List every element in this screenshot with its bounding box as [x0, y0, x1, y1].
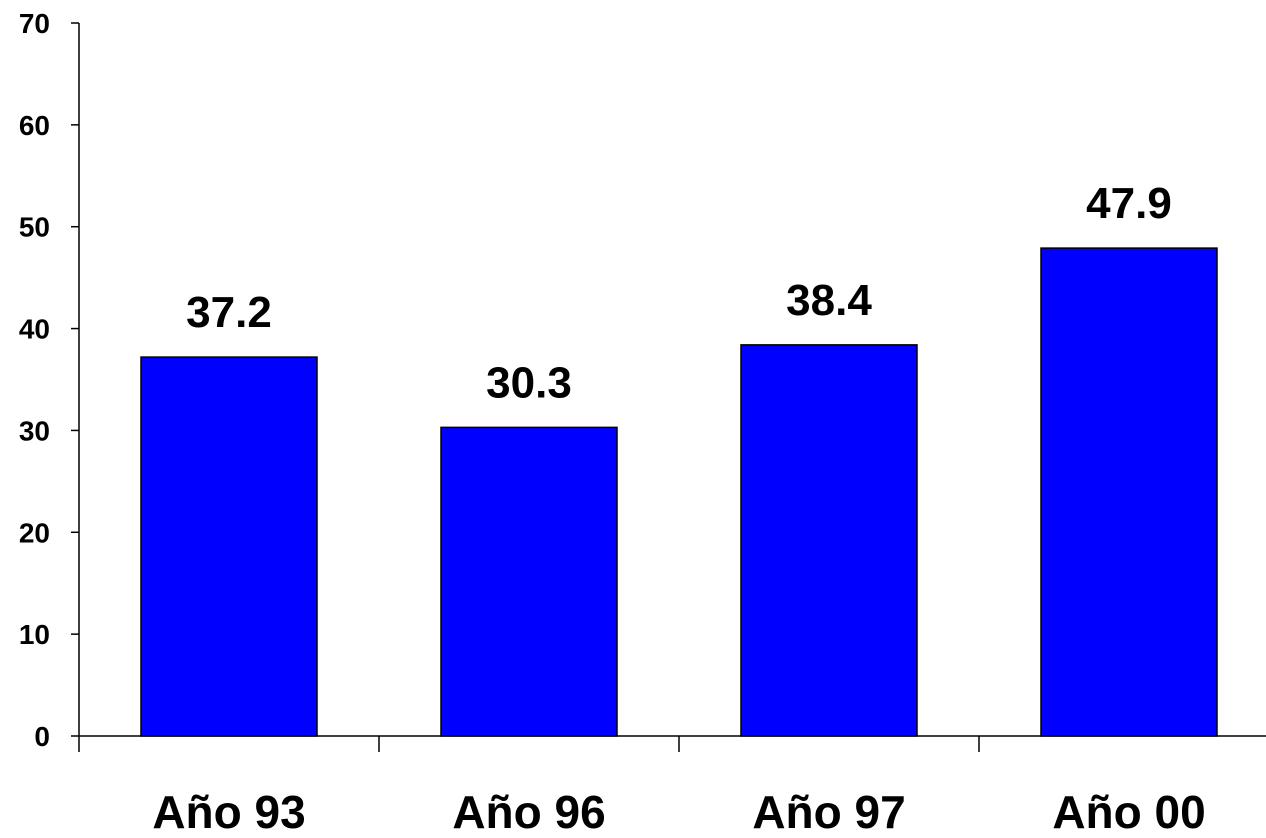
- y-tick-label: 0: [34, 721, 50, 752]
- y-tick-label: 70: [19, 8, 50, 39]
- data-label: 47.9: [1086, 179, 1172, 228]
- bars: [140, 247, 1218, 737]
- x-tick-label: Año 00: [1052, 786, 1205, 833]
- x-tick-label: Año 93: [152, 786, 305, 833]
- data-label: 38.4: [786, 276, 872, 325]
- bar: [1040, 247, 1218, 737]
- data-label: 30.3: [486, 358, 572, 407]
- bar: [140, 356, 318, 737]
- bar: [440, 426, 618, 737]
- y-axis: 0 10 20 30 40 50 60 70: [19, 8, 80, 752]
- data-label: 37.2: [186, 288, 272, 337]
- bar: [740, 344, 918, 737]
- x-axis: Año 93 Año 96 Año 97 Año 00: [78, 735, 1266, 838]
- y-tick-label: 60: [19, 110, 50, 141]
- data-labels: 37.2 30.3 38.4 47.9: [186, 179, 1172, 407]
- y-tick-label: 30: [19, 415, 50, 446]
- x-tick-label: Año 97: [752, 786, 905, 833]
- y-tick-label: 20: [19, 517, 50, 548]
- y-tick-label: 10: [19, 619, 50, 650]
- y-tick-label: 40: [19, 314, 50, 345]
- y-tick-label: 50: [19, 212, 50, 243]
- x-tick-label: Año 96: [452, 786, 605, 833]
